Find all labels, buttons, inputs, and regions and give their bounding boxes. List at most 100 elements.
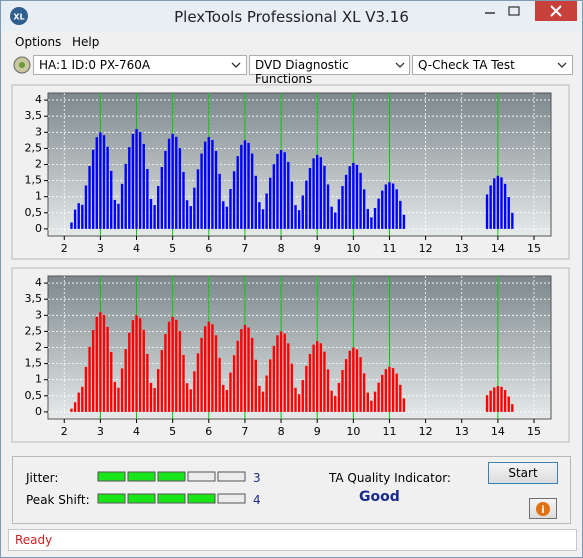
x-tick-label: 11 xyxy=(382,242,396,255)
x-tick-label: 3 xyxy=(97,242,104,255)
menu-item[interactable]: Help xyxy=(72,35,100,49)
test-select[interactable]: Q-Check TA Test xyxy=(412,55,573,75)
menu-item[interactable]: Options xyxy=(15,35,62,49)
bar xyxy=(196,353,200,412)
bar xyxy=(402,398,406,412)
bar xyxy=(218,173,221,229)
bar xyxy=(160,167,164,229)
bar xyxy=(344,359,348,412)
bar xyxy=(388,366,391,412)
dropdown-arrows xyxy=(231,62,567,68)
bar xyxy=(200,337,203,412)
bar xyxy=(337,382,341,412)
window-controls[interactable] xyxy=(479,1,583,23)
x-tick-label: 2 xyxy=(61,425,68,438)
y-tick-label: 0,5 xyxy=(25,389,43,402)
window-title: PlexTools Professional XL V3.16 xyxy=(174,8,409,26)
app-icon: XL xyxy=(10,7,28,25)
bar xyxy=(355,164,359,229)
svg-text:XL: XL xyxy=(13,13,24,22)
bar xyxy=(99,312,102,412)
bar xyxy=(175,136,178,229)
bar xyxy=(240,329,243,412)
bar xyxy=(362,373,366,412)
meter-cell xyxy=(127,471,156,482)
bar xyxy=(319,157,323,229)
bar xyxy=(117,203,120,229)
function-select[interactable]: DVD Diagnostic Functions xyxy=(249,55,410,86)
meter-cell xyxy=(187,493,216,504)
bar xyxy=(276,153,279,229)
x-tick-label: 7 xyxy=(241,242,248,255)
bar xyxy=(496,175,500,229)
bar xyxy=(308,168,312,229)
bar xyxy=(214,150,218,229)
bar xyxy=(240,144,243,229)
bar xyxy=(489,185,492,229)
bar xyxy=(193,371,196,412)
y-tick-label: 1,5 xyxy=(25,174,43,187)
bar xyxy=(348,166,351,229)
x-tick-label: 15 xyxy=(527,425,541,438)
bar xyxy=(312,344,315,412)
bar xyxy=(124,349,127,412)
bar xyxy=(294,387,297,412)
bar xyxy=(276,335,279,412)
bar xyxy=(124,163,127,229)
bar xyxy=(225,206,229,229)
x-tick-label: 9 xyxy=(314,425,321,438)
bar xyxy=(243,324,247,412)
bar xyxy=(261,209,265,229)
bar xyxy=(290,181,294,229)
info-button[interactable]: i xyxy=(529,498,557,519)
bar xyxy=(175,319,178,412)
bar xyxy=(91,149,95,229)
bar xyxy=(402,214,406,229)
bar xyxy=(352,162,355,229)
bar xyxy=(265,375,268,412)
bar xyxy=(254,175,257,229)
y-tick-label: 1,5 xyxy=(25,357,43,370)
y-tick-label: 1 xyxy=(35,373,42,386)
jitter-label: Jitter: xyxy=(26,471,59,485)
x-tick-label: 4 xyxy=(133,425,140,438)
bar xyxy=(290,363,294,412)
jitter-value: 3 xyxy=(253,471,261,485)
bar xyxy=(160,350,164,412)
bar xyxy=(250,153,254,229)
bar xyxy=(258,202,261,229)
meter-cell xyxy=(97,471,126,482)
y-tick-label: 2 xyxy=(35,158,42,171)
bar xyxy=(84,185,88,229)
bar xyxy=(167,321,171,412)
x-tick-label: 8 xyxy=(278,425,285,438)
bar xyxy=(128,332,131,412)
x-tick-label: 12 xyxy=(419,242,433,255)
x-tick-label: 11 xyxy=(382,425,396,438)
y-tick-label: 4 xyxy=(35,93,42,106)
bar xyxy=(149,198,153,229)
y-tick-label: 3,5 xyxy=(25,292,43,305)
info-icon: i xyxy=(536,502,550,516)
bar xyxy=(388,182,391,229)
bar xyxy=(391,368,395,412)
bar xyxy=(102,135,106,229)
bar xyxy=(138,318,142,412)
bar xyxy=(366,208,369,229)
bar xyxy=(258,385,261,412)
bar xyxy=(308,353,312,412)
bar xyxy=(189,389,192,412)
bar xyxy=(247,327,250,412)
bar xyxy=(384,369,388,412)
bar xyxy=(493,387,496,412)
bar xyxy=(319,343,323,412)
y-tick-label: 4 xyxy=(35,276,42,289)
drive-select[interactable]: HA:1 ID:0 PX-760A xyxy=(33,55,247,75)
bar xyxy=(153,205,156,229)
bar xyxy=(381,190,384,229)
bar xyxy=(236,340,239,412)
x-tick-label: 9 xyxy=(314,242,321,255)
bar xyxy=(77,203,80,229)
start-button[interactable]: Start xyxy=(488,462,558,484)
